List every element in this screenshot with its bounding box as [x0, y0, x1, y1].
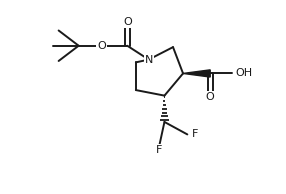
Text: F: F — [192, 129, 198, 139]
Text: O: O — [97, 41, 106, 51]
Text: F: F — [156, 145, 162, 155]
Text: O: O — [123, 17, 132, 27]
Text: N: N — [144, 55, 153, 65]
Text: O: O — [206, 92, 214, 102]
Polygon shape — [183, 70, 210, 77]
Text: OH: OH — [235, 68, 252, 78]
